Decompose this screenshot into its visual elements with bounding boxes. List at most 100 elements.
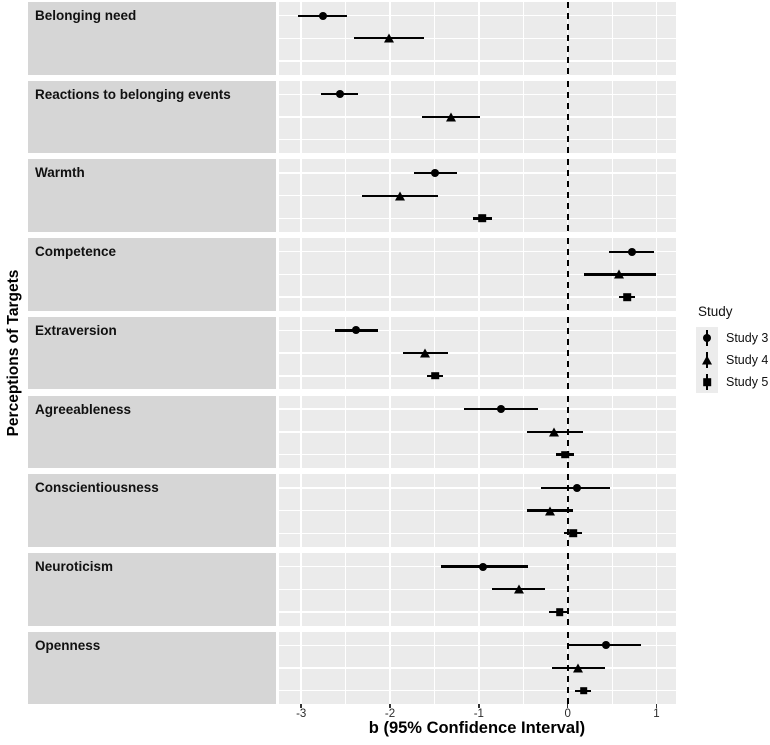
facet-panel-6	[279, 474, 676, 547]
x-tick-label: -1	[473, 708, 484, 720]
legend: Study Study 3 Study 4 Study 5	[696, 304, 770, 393]
triangle-marker-study-4	[544, 506, 555, 516]
triangle-marker-study-4	[573, 663, 584, 673]
x-tick	[389, 704, 391, 708]
zero-reference-line	[566, 80, 569, 154]
gridline-row	[279, 431, 676, 433]
x-tick-label: -3	[296, 708, 307, 720]
facet-strip-1: Reactions to belonging events	[28, 80, 276, 154]
gridline-row	[279, 172, 676, 174]
x-tick-label: 0	[564, 708, 571, 720]
triangle-marker-study-4	[549, 427, 560, 437]
zero-reference-line	[566, 316, 569, 390]
legend-entry-study-5: Study 5	[696, 371, 770, 393]
triangle-marker-study-4	[394, 191, 405, 201]
x-tick	[300, 704, 302, 708]
circle-marker-study-3	[601, 641, 610, 650]
gridline-row	[279, 532, 676, 534]
legend-entry-study-4: Study 4	[696, 349, 770, 371]
circle-marker-study-3	[572, 483, 581, 492]
facet-label: Conscientiousness	[35, 480, 159, 496]
legend-entry-study-3: Study 3	[696, 327, 770, 349]
square-marker-study-5	[569, 529, 577, 538]
facet-strip-5: Agreeableness	[28, 395, 276, 469]
x-tick	[478, 704, 480, 708]
circle-marker-study-3	[336, 90, 345, 99]
gridline-row	[279, 453, 676, 456]
facet-label: Competence	[35, 244, 117, 260]
zero-reference-line	[566, 552, 569, 626]
gridline-row	[279, 251, 676, 253]
gridline-row	[279, 37, 676, 40]
circle-marker-study-3	[352, 326, 361, 335]
zero-reference-line	[566, 2, 569, 75]
facet-strip-4: Extraversion	[28, 316, 276, 390]
zero-reference-line	[566, 159, 569, 233]
circle-marker-study-3	[479, 562, 488, 571]
facet-panel-3	[279, 238, 676, 311]
circle-marker-study-3	[627, 247, 636, 256]
x-tick-label: 1	[653, 708, 660, 720]
gridline-row	[279, 509, 676, 512]
facet-strip-2: Warmth	[28, 159, 276, 233]
facet-strip-8: Openness	[28, 631, 276, 705]
gridline-row	[279, 375, 676, 377]
gridline-row	[279, 588, 676, 590]
legend-title: Study	[698, 304, 733, 319]
facet-label: Reactions to belonging events	[35, 86, 231, 102]
gridline-row	[279, 487, 676, 489]
square-marker-study-5	[431, 372, 440, 380]
gridline-row	[279, 352, 676, 354]
legend-label-study-5: Study 5	[726, 375, 769, 389]
facet-panel-5	[279, 395, 676, 469]
facet-label: Agreeableness	[35, 401, 132, 417]
facet-strip-0: Belonging need	[28, 2, 276, 75]
facet-strip-6: Conscientiousness	[28, 474, 276, 547]
facet-label: Openness	[35, 637, 101, 653]
facet-label: Warmth	[35, 165, 85, 181]
triangle-marker-study-4	[384, 33, 395, 43]
square-marker-study-5	[555, 608, 564, 616]
square-marker-study-5	[478, 214, 487, 223]
gridline-row	[279, 195, 676, 197]
triangle-marker-study-4	[446, 112, 457, 122]
facet-panel-0	[279, 2, 676, 75]
gridline-row	[279, 329, 676, 332]
facet-panel-2	[279, 159, 676, 233]
triangle-marker-study-4	[419, 348, 430, 358]
y-axis-title: Perceptions of Targets	[5, 269, 22, 437]
gridline-row	[279, 60, 676, 62]
x-tick	[566, 704, 569, 708]
x-tick	[655, 704, 658, 708]
gridline-row	[279, 273, 676, 276]
x-axis-title: b (95% Confidence Interval)	[368, 719, 586, 737]
gridline-row	[279, 93, 676, 95]
triangle-marker-study-4	[614, 269, 625, 279]
facet-panel-4	[279, 316, 676, 390]
facet-panel-1	[279, 80, 676, 154]
facet-label: Neuroticism	[35, 558, 114, 574]
study-3-pointrange-icon	[696, 327, 718, 349]
facet-panel-8	[279, 631, 676, 705]
square-marker-study-5	[579, 686, 588, 695]
square-marker-study-5	[561, 450, 569, 459]
gridline-row	[279, 139, 676, 141]
study-5-pointrange-icon	[696, 371, 718, 393]
circle-marker-study-3	[431, 169, 440, 178]
square-marker-study-5	[623, 293, 631, 301]
study-4-pointrange-icon	[696, 349, 718, 371]
x-tick-label: -2	[384, 708, 396, 720]
legend-label-study-4: Study 4	[726, 353, 769, 367]
facet-strip-3: Competence	[28, 238, 276, 311]
gridline-row	[279, 296, 676, 298]
gridline-row	[279, 667, 676, 669]
triangle-marker-study-4	[513, 584, 524, 594]
zero-reference-line	[566, 238, 569, 311]
circle-marker-study-3	[318, 11, 327, 20]
legend-label-study-3: Study 3	[726, 331, 769, 345]
gridline-row	[279, 611, 676, 613]
gridline-row	[279, 644, 676, 646]
gridline-row	[279, 689, 676, 692]
facet-strip-7: Neuroticism	[28, 552, 276, 626]
